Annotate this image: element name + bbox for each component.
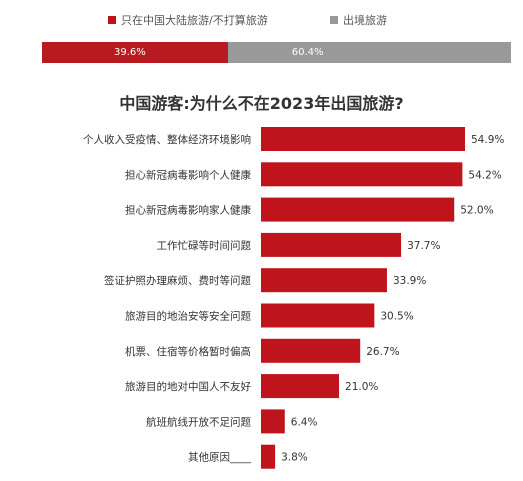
bar xyxy=(261,232,402,257)
value-label: 52.0% xyxy=(460,205,493,217)
bar xyxy=(261,409,285,434)
bar xyxy=(261,444,276,469)
value-label: 33.9% xyxy=(393,275,426,287)
value-label: 37.7% xyxy=(407,240,440,252)
value-label: 3.8% xyxy=(281,452,308,464)
value-label: 26.7% xyxy=(366,346,399,358)
value-label: 6.4% xyxy=(291,416,318,428)
bar xyxy=(261,303,375,328)
legend-swatch-domestic xyxy=(108,16,116,24)
category-label: 机票、住宿等价格暂时偏高 xyxy=(125,345,251,358)
bar xyxy=(261,162,463,187)
category-label: 其他原因____ xyxy=(188,451,252,464)
category-label: 旅游目的地治安等安全问题 xyxy=(125,310,251,323)
stack-label-outbound: 60.4% xyxy=(291,47,324,58)
category-label: 个人收入受疫情、整体经济环境影响 xyxy=(83,133,251,146)
bar xyxy=(261,127,465,151)
value-label: 54.9% xyxy=(471,134,504,146)
bar xyxy=(261,374,340,399)
category-label: 航班航线开放不足问题 xyxy=(146,415,251,428)
legend: 只在中国大陆旅游/不打算旅游 出境旅游 xyxy=(0,12,523,28)
value-label: 21.0% xyxy=(345,381,378,393)
category-label: 旅游目的地对中国人不友好 xyxy=(125,380,251,393)
legend-item-domestic: 只在中国大陆旅游/不打算旅游 xyxy=(108,12,268,28)
legend-label-outbound: 出境旅游 xyxy=(343,14,387,27)
stack-segment-outbound: 60.4% xyxy=(227,42,511,63)
category-label: 签证护照办理麻烦、费时等问题 xyxy=(104,274,251,287)
stack-label-domestic: 39.6% xyxy=(114,47,146,58)
category-label: 担心新冠病毒影响个人健康 xyxy=(125,168,251,181)
bar xyxy=(261,268,387,293)
legend-swatch-outbound xyxy=(330,16,338,24)
legend-label-domestic: 只在中国大陆旅游/不打算旅游 xyxy=(121,14,268,27)
legend-item-outbound: 出境旅游 xyxy=(330,12,387,28)
category-label: 担心新冠病毒影响家人健康 xyxy=(125,204,251,217)
value-label: 54.2% xyxy=(468,169,501,181)
bar xyxy=(261,338,361,363)
value-label: 30.5% xyxy=(380,311,413,323)
bar xyxy=(261,197,455,222)
stack-segment-domestic: 39.6% xyxy=(42,42,228,63)
category-label: 工作忙碌等时间问题 xyxy=(157,239,252,252)
chart-title: 中国游客:为什么不在2023年出国旅游? xyxy=(119,94,404,113)
stacked-share-bar: 39.6% 60.4% xyxy=(42,42,511,63)
